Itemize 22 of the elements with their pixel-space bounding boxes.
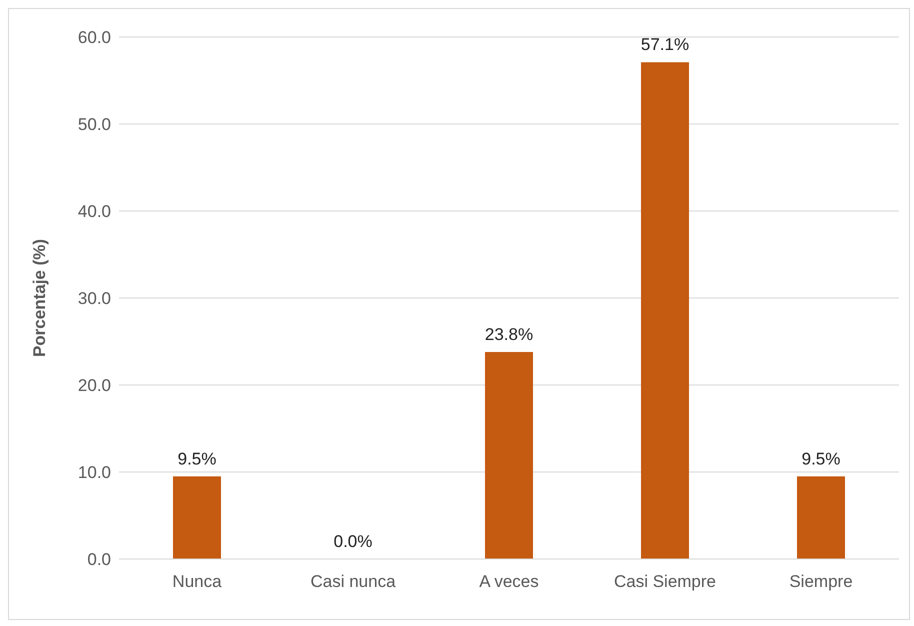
- bar: [173, 476, 221, 559]
- bar: [641, 62, 689, 559]
- y-tick-label: 10.0: [78, 463, 111, 482]
- data-label: 9.5%: [178, 449, 216, 468]
- y-tick-label: 0.0: [87, 550, 111, 570]
- y-axis-title: Porcentaje (%): [30, 238, 50, 358]
- x-tick-label: A veces: [479, 572, 539, 592]
- y-tick-label: 50.0: [78, 115, 111, 134]
- y-tick-label: 60.0: [78, 28, 111, 48]
- x-tick-label: Nunca: [172, 572, 222, 592]
- x-tick-label: Casi nunca: [310, 572, 396, 592]
- y-tick-label: 20.0: [78, 376, 111, 396]
- x-tick-label: Casi Siempre: [614, 572, 716, 592]
- data-label: 9.5%: [802, 449, 840, 468]
- bar: [485, 352, 533, 559]
- x-tick-label: Siempre: [789, 572, 853, 592]
- data-label: 0.0%: [334, 532, 372, 551]
- bar: [797, 476, 845, 559]
- data-label: 57.1%: [640, 35, 690, 54]
- data-label: 23.8%: [484, 324, 534, 344]
- y-tick-label: 30.0: [78, 289, 111, 308]
- y-tick-label: 40.0: [78, 202, 111, 222]
